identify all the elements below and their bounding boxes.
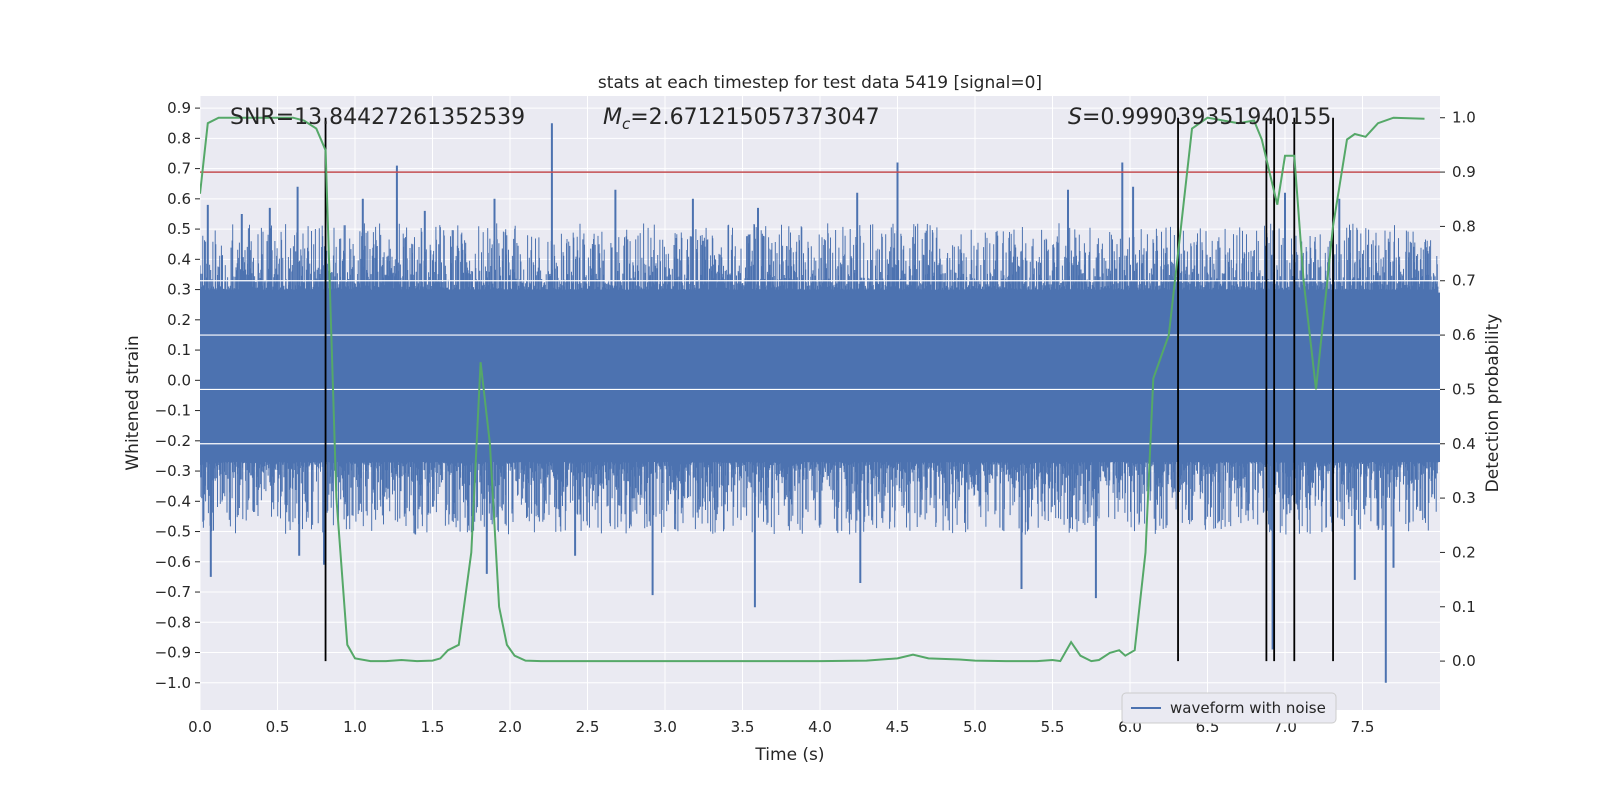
x-tick-label: 0.5 xyxy=(266,718,290,736)
x-axis-label: Time (s) xyxy=(754,745,824,765)
y-right-tick-label: 1.0 xyxy=(1452,109,1476,127)
x-tick-label: 3.0 xyxy=(653,718,677,736)
y-left-axis-ticks: 0.9 0.8 0.7 0.6 0.5 0.4 0.3 0.2 0.1 0.0 −0.1 −0.2 −0… xyxy=(155,99,200,692)
y-right-tick-label: 0.9 xyxy=(1452,163,1476,181)
y-left-tick-label: 0.8 xyxy=(167,129,191,147)
x-tick-label: 4.0 xyxy=(808,718,832,736)
y-left-tick-label: −0.5 xyxy=(155,523,191,541)
detection-probability-series xyxy=(200,116,1425,663)
y-left-tick-label: 0.2 xyxy=(167,311,191,329)
y-left-tick-label: 0.4 xyxy=(167,250,191,268)
y-left-tick-label: −0.8 xyxy=(155,613,191,631)
mc-symbol: M xyxy=(603,105,622,130)
x-tick-label: 1.5 xyxy=(421,718,445,736)
s-annotation: S=0.999039351940155 xyxy=(1068,105,1331,130)
y-left-tick-label: 0.1 xyxy=(167,341,191,359)
y-left-axis-label: Whitened strain xyxy=(123,335,143,470)
y-left-tick-label: −1.0 xyxy=(155,674,191,692)
y-left-tick-label: −0.2 xyxy=(155,432,191,450)
y-left-tick-label: 0.9 xyxy=(167,99,191,117)
waveform-noise-series xyxy=(200,123,1440,683)
y-left-tick-label: −0.9 xyxy=(155,644,191,662)
y-left-tick-label: 0.7 xyxy=(167,160,191,178)
s-value: =0.999039351940155 xyxy=(1082,105,1331,130)
y-left-tick-label: 0.3 xyxy=(167,281,191,299)
snr-annotation: SNR=13.84427261352539 xyxy=(230,105,525,130)
mc-value: =2.671215057373047 xyxy=(630,105,879,130)
y-right-tick-label: 0.0 xyxy=(1452,652,1476,670)
y-right-axis-ticks: 1.0 0.9 0.8 0.7 0.6 0.5 0.4 0.3 0.2 0.1 0.0 xyxy=(1440,109,1476,670)
y-right-tick-label: 0.5 xyxy=(1452,380,1476,398)
y-left-tick-label: −0.6 xyxy=(155,553,191,571)
y-right-tick-label: 0.8 xyxy=(1452,217,1476,235)
legend-label: waveform with noise xyxy=(1170,699,1326,717)
y-right-tick-label: 0.6 xyxy=(1452,326,1476,344)
x-tick-label: 5.0 xyxy=(963,718,987,736)
x-tick-label: 3.5 xyxy=(731,718,755,736)
y-right-axis-label: Detection probability xyxy=(1483,314,1503,493)
y-right-tick-label: 0.1 xyxy=(1452,598,1476,616)
noise-band-white-lines xyxy=(200,280,1440,445)
y-right-tick-label: 0.7 xyxy=(1452,272,1476,290)
x-tick-label: 5.5 xyxy=(1041,718,1065,736)
y-left-tick-label: 0.6 xyxy=(167,190,191,208)
x-tick-label: 1.0 xyxy=(343,718,367,736)
y-right-tick-label: 0.3 xyxy=(1452,489,1476,507)
x-tick-label: 2.5 xyxy=(576,718,600,736)
mc-subscript: c xyxy=(622,115,631,133)
y-left-tick-label: 0.0 xyxy=(167,371,191,389)
x-tick-label: 0.0 xyxy=(188,718,212,736)
s-symbol: S xyxy=(1068,105,1082,130)
y-left-tick-label: −0.4 xyxy=(155,492,191,510)
x-tick-label: 4.5 xyxy=(886,718,910,736)
y-left-tick-label: −0.3 xyxy=(155,462,191,480)
event-vertical-lines xyxy=(324,117,1334,662)
y-left-tick-label: −0.1 xyxy=(155,402,191,420)
chirp-mass-annotation: Mc=2.671215057373047 xyxy=(603,105,880,133)
y-left-tick-label: 0.5 xyxy=(167,220,191,238)
legend: waveform with noise xyxy=(1121,692,1337,724)
y-right-tick-label: 0.2 xyxy=(1452,543,1476,561)
chart-title: stats at each timestep for test data 541… xyxy=(598,73,1042,93)
legend-box xyxy=(1121,692,1337,724)
x-tick-label: 2.0 xyxy=(498,718,522,736)
noise-spikes xyxy=(206,123,1395,683)
y-left-tick-label: −0.7 xyxy=(155,583,191,601)
y-right-tick-label: 0.4 xyxy=(1452,435,1476,453)
x-tick-label: 7.5 xyxy=(1351,718,1375,736)
